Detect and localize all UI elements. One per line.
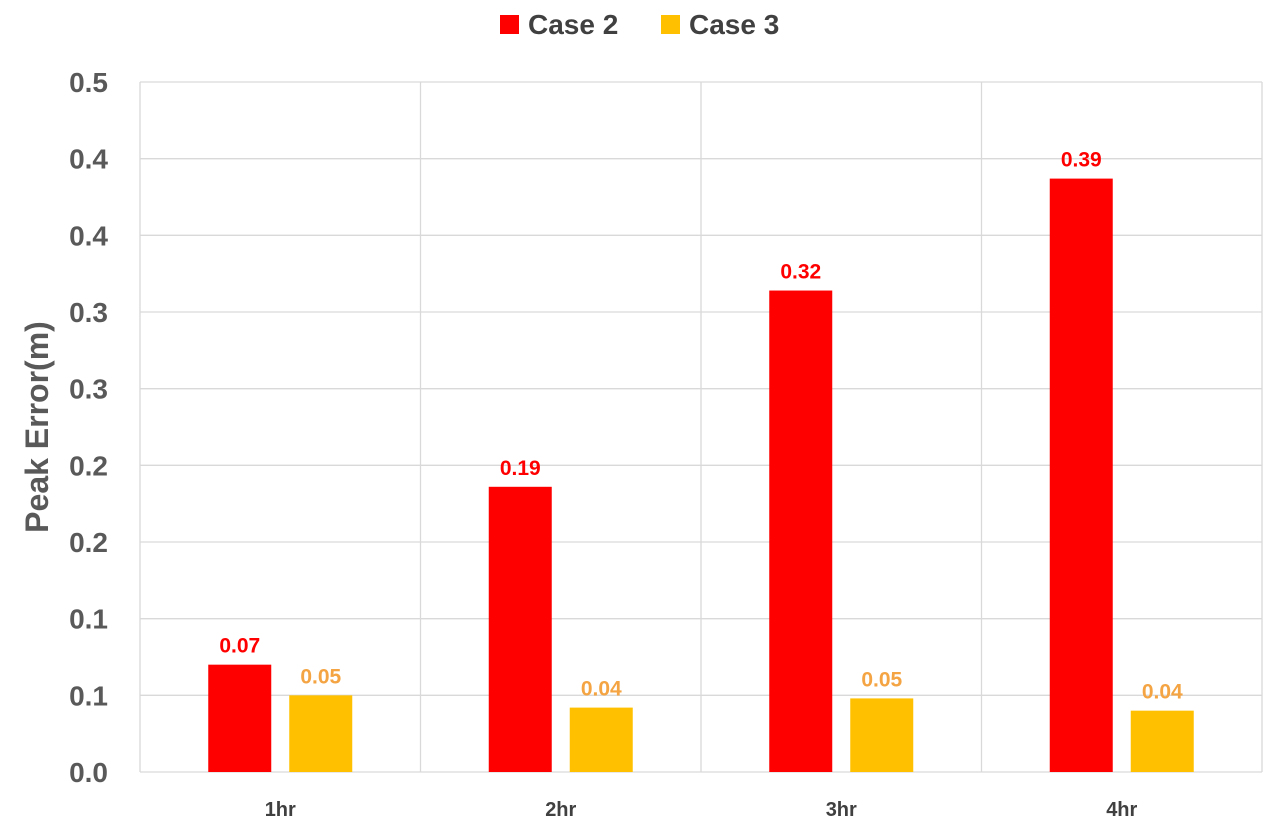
bars [208,178,1194,773]
data-label: 0.05 [861,668,902,691]
data-label: 0.19 [500,457,541,480]
y-tick-label: 0.3 [69,297,108,328]
bar-case-2-4hr [1049,178,1113,773]
bar-case-3-3hr [850,698,914,772]
data-label: 0.32 [780,261,821,284]
y-tick-label: 0.4 [69,220,108,251]
y-tick-label: 0.1 [69,680,108,711]
bar-case-2-3hr [769,290,833,772]
bar-case-3-1hr [289,695,353,772]
gridlines [139,81,1263,773]
y-tick-label: 0.2 [69,450,108,481]
bar-case-3-2hr [569,707,633,772]
data-labels: 0.07 0.05 0.19 0.04 0.32 0.05 0.39 0.04 [219,149,1183,704]
y-tick-label: 0.4 [69,144,108,175]
legend-swatch [661,15,680,34]
data-label: 0.05 [300,665,341,688]
bar-case-2-2hr [488,486,552,772]
legend-label: Case 2 [528,9,618,40]
data-label: 0.39 [1061,149,1102,172]
y-tick-label: 0.3 [69,374,108,405]
data-label: 0.04 [581,678,622,701]
y-axis-title: Peak Error(m) [19,321,55,533]
y-tick-label: 0.2 [69,527,108,558]
y-axis-ticks: 0.0 0.1 0.1 0.2 0.2 0.3 0.3 0.4 0.4 0.5 [69,67,108,788]
bar-case-3-4hr [1130,710,1194,772]
x-tick-label: 3hr [826,799,857,821]
x-tick-label: 1hr [265,799,296,821]
legend: Case 2 Case 3 [500,9,779,40]
x-axis-ticks: 1hr 2hr 3hr 4hr [265,799,1138,821]
y-tick-label: 0.5 [69,67,108,98]
legend-swatch [500,15,519,34]
bar-case-2-1hr [208,664,272,772]
data-label: 0.04 [1142,681,1183,704]
y-tick-label: 0.0 [69,757,108,788]
x-tick-label: 4hr [1106,799,1137,821]
data-label: 0.07 [219,635,260,658]
y-tick-label: 0.1 [69,604,108,635]
x-tick-label: 2hr [545,799,576,821]
legend-label: Case 3 [689,9,779,40]
